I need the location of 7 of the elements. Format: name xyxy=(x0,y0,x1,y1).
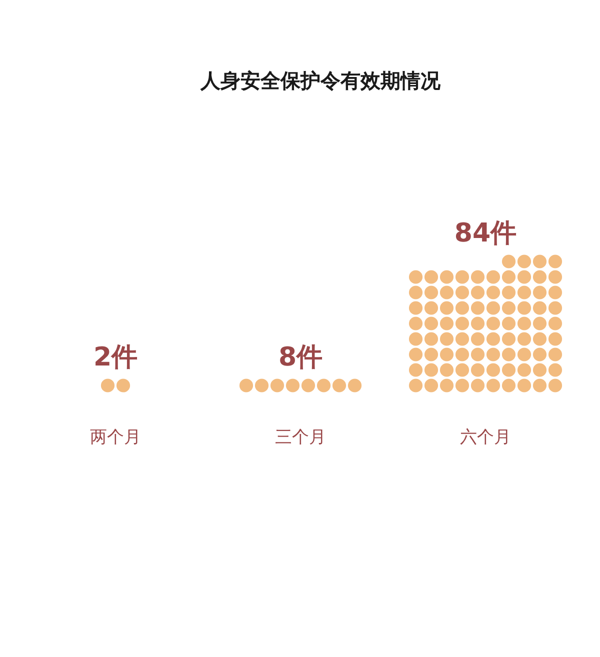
category-label: 三个月 xyxy=(275,428,326,448)
data-label: 2件 xyxy=(93,342,138,372)
category-label: 六个月 xyxy=(460,428,511,448)
text: 人身安全保护令有效期情况 xyxy=(200,68,442,92)
category-label: 两个月 xyxy=(90,428,141,448)
data-label: 84件 xyxy=(454,218,517,248)
data-label: 8件 xyxy=(278,342,323,372)
